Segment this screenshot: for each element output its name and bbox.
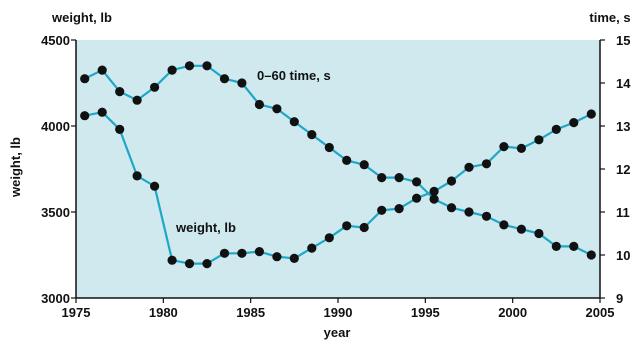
data-point-time <box>481 211 492 221</box>
y-tick-label: 3000 <box>41 291 70 306</box>
data-point-weight <box>569 118 579 128</box>
data-point-weight <box>324 233 334 243</box>
data-point-weight <box>394 204 404 214</box>
data-point-time <box>202 61 212 71</box>
data-point-time <box>586 250 596 260</box>
data-point-weight <box>115 124 125 134</box>
data-point-time <box>307 130 317 140</box>
plot-area <box>76 40 600 298</box>
x-tick-label: 1985 <box>236 305 265 320</box>
data-point-time <box>412 177 422 187</box>
data-point-time <box>324 142 334 153</box>
data-point-time <box>237 78 247 88</box>
series-points <box>80 61 596 269</box>
data-point-weight <box>516 143 527 153</box>
data-point-time <box>115 87 125 97</box>
data-point-time <box>394 173 404 183</box>
data-point-time <box>377 173 387 183</box>
data-point-weight <box>359 222 369 233</box>
data-point-weight <box>446 176 457 186</box>
y2-tick-label: 15 <box>616 33 630 48</box>
data-point-time <box>534 228 544 239</box>
data-point-time <box>219 74 230 84</box>
data-point-weight <box>167 255 177 265</box>
y-tick-label: 3500 <box>41 205 70 220</box>
data-point-weight <box>481 159 492 169</box>
data-point-time <box>429 194 439 204</box>
data-point-weight <box>237 248 247 258</box>
data-point-time <box>569 241 579 251</box>
series-annotation-time: 0–60 time, s <box>257 68 331 83</box>
y-tick-label: 4500 <box>41 33 70 48</box>
data-point-weight <box>534 135 544 145</box>
y2-tick-label: 12 <box>616 162 630 177</box>
data-point-weight <box>342 221 352 231</box>
series-annotation-weight: weight, lb <box>175 220 236 235</box>
x-axis-title: year <box>324 325 351 340</box>
data-point-time <box>80 74 90 84</box>
data-point-weight <box>184 259 195 269</box>
y-axis-title: weight, lb <box>8 137 23 198</box>
data-point-weight <box>272 252 282 262</box>
data-point-weight <box>132 171 142 181</box>
data-point-time <box>342 155 352 165</box>
data-point-weight <box>307 243 317 253</box>
data-point-time <box>499 220 509 230</box>
y2-tick-label: 13 <box>616 119 630 134</box>
data-point-time <box>132 95 142 105</box>
data-point-weight <box>202 259 212 269</box>
data-point-weight <box>429 186 439 196</box>
right-axis-header: time, s <box>589 10 630 25</box>
data-point-weight <box>80 111 90 121</box>
x-tick-label: 1975 <box>62 305 91 320</box>
data-point-weight <box>586 109 596 119</box>
data-point-time <box>167 65 177 75</box>
data-point-weight <box>551 124 561 134</box>
data-point-time <box>359 160 369 170</box>
data-point-time <box>272 104 282 114</box>
data-point-time <box>446 203 457 213</box>
y2-tick-label: 14 <box>616 76 631 91</box>
y2-tick-label: 10 <box>616 248 630 263</box>
data-point-time <box>150 82 160 92</box>
data-point-time <box>97 65 107 75</box>
data-point-weight <box>499 142 509 152</box>
x-tick-label: 2005 <box>586 305 615 320</box>
data-point-weight <box>412 193 422 203</box>
data-point-time <box>254 99 264 110</box>
x-tick-label: 1990 <box>324 305 353 320</box>
data-point-time <box>551 241 561 251</box>
data-point-weight <box>219 248 230 258</box>
data-point-weight <box>289 253 299 263</box>
x-tick-label: 1980 <box>149 305 178 320</box>
data-point-weight <box>254 247 264 257</box>
y2-tick-label: 11 <box>616 205 630 220</box>
data-point-time <box>184 61 195 71</box>
data-point-weight <box>97 107 107 117</box>
data-point-weight <box>377 205 387 215</box>
ticks: 1975 1980 1985 1990 1995 2000 2005 3000 3500 4000… <box>41 33 631 320</box>
data-point-time <box>516 224 527 234</box>
data-point-weight <box>464 162 474 172</box>
y-tick-label: 4000 <box>41 119 70 134</box>
data-point-weight <box>150 181 160 191</box>
data-point-time <box>289 117 299 127</box>
left-axis-header: weight, lb <box>51 10 112 25</box>
x-tick-label: 2000 <box>498 305 527 320</box>
x-tick-label: 1995 <box>411 305 440 320</box>
y2-tick-label: 9 <box>616 291 623 306</box>
data-point-time <box>464 207 474 217</box>
